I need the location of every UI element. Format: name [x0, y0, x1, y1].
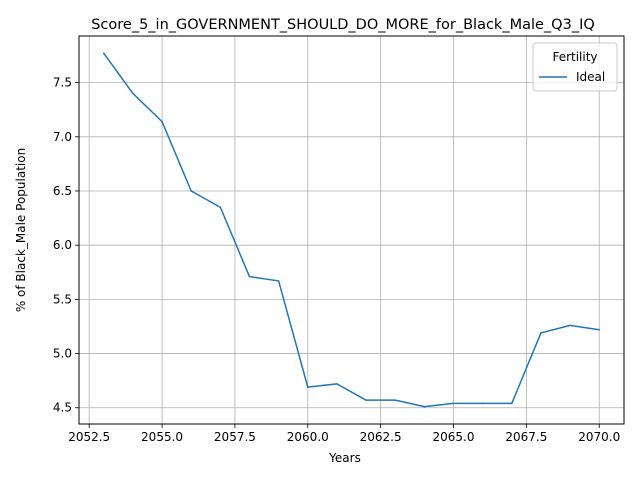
x-tick-label: 2067.5: [505, 430, 547, 444]
x-axis-label: Years: [328, 451, 361, 465]
data-point: [190, 190, 193, 192]
data-point: [598, 328, 601, 331]
data-point: [306, 386, 309, 388]
data-point: [394, 399, 397, 401]
legend-box: [532, 42, 618, 92]
data-point: [569, 324, 571, 327]
series-line-ideal: [103, 52, 600, 408]
data-point: [102, 52, 105, 55]
y-tick-label: 7.5: [53, 76, 72, 90]
x-tick-label: 2052.5: [68, 430, 110, 444]
data-point: [423, 405, 426, 408]
data-point: [481, 402, 484, 405]
data-point: [248, 275, 251, 278]
data-point: [161, 120, 163, 123]
x-tick-label: 2055.0: [141, 430, 183, 444]
x-axis-ticks: 2052.5 2055.0 2057.5 2060.0 2062.5 2065.0 2067…: [68, 424, 620, 444]
data-point: [365, 399, 367, 401]
legend: Fertility Ideal: [532, 42, 618, 92]
data-point: [219, 206, 222, 209]
y-axis-label: % of Black_Male Population: [14, 148, 28, 312]
chart-title: Score_5_in_GOVERNMENT_SHOULD_DO_MORE_for…: [91, 17, 595, 33]
legend-title: Fertility: [552, 50, 597, 64]
y-axis-ticks: 4.5 5.0 5.5 6.0 6.5 7.0 7.5: [53, 76, 79, 415]
data-point: [132, 92, 134, 95]
x-tick-label: 2057.5: [214, 430, 256, 444]
data-point: [510, 402, 513, 405]
plot-frame: [78, 35, 625, 425]
x-tick-label: 2060.0: [287, 430, 329, 444]
x-tick-label: 2062.5: [360, 430, 402, 444]
series-layer: [102, 52, 601, 408]
y-tick-label: 6.0: [53, 238, 72, 252]
data-point: [540, 332, 542, 334]
legend-label-ideal: Ideal: [576, 70, 605, 84]
y-tick-label: 5.5: [53, 292, 72, 306]
x-tick-label: 2065.0: [433, 430, 475, 444]
data-point: [336, 383, 338, 385]
y-tick-label: 5.0: [53, 347, 72, 361]
x-tick-label: 2070.0: [578, 430, 620, 444]
data-point: [452, 402, 455, 405]
data-point: [277, 280, 280, 282]
y-tick-label: 6.5: [53, 184, 72, 198]
y-tick-label: 4.5: [53, 401, 72, 415]
y-tick-label: 7.0: [53, 130, 72, 144]
